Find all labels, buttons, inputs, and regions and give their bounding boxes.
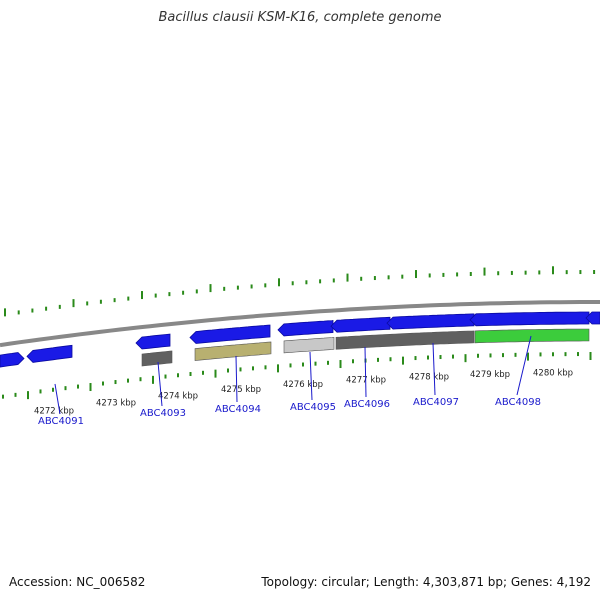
gene-box[interactable] [335, 330, 475, 350]
gene-label[interactable]: ABC4097 [413, 397, 459, 408]
gene-box[interactable] [141, 350, 173, 367]
gene-leader-line [432, 342, 436, 396]
cds-arrow[interactable] [135, 333, 171, 350]
gene-leader-line [235, 355, 238, 403]
kbp-label: 4272 kbp [34, 406, 74, 416]
gene-box[interactable] [474, 328, 590, 344]
gene-label[interactable]: ABC4093 [140, 408, 186, 419]
topology-label: Topology: circular; Length: 4,303,871 bp… [261, 575, 591, 589]
cds-arrow[interactable] [189, 324, 271, 344]
accession-label: Accession: NC_006582 [9, 575, 146, 589]
gene-leader-line [309, 351, 313, 401]
gene-label[interactable]: ABC4091 [38, 416, 84, 427]
kbp-label: 4275 kbp [221, 385, 261, 395]
kbp-label: 4273 kbp [96, 398, 136, 408]
gene-leader-line [364, 346, 367, 398]
gene-leader-line [157, 361, 163, 407]
gene-label[interactable]: ABC4096 [344, 399, 390, 410]
cds-arrow[interactable] [469, 311, 590, 327]
gene-label[interactable]: ABC4094 [215, 404, 261, 415]
genome-backbone [0, 300, 600, 348]
cds-arrow[interactable] [277, 320, 334, 337]
gene-leader-line [54, 383, 61, 415]
gene-label[interactable]: ABC4098 [495, 397, 541, 408]
kbp-label: 4278 kbp [409, 372, 449, 382]
gene-leader-line [516, 335, 532, 396]
kbp-label: 4276 kbp [283, 380, 323, 390]
cds-arrow[interactable] [330, 316, 391, 333]
map-title: Bacillus clausii KSM-K16, complete genom… [158, 10, 442, 25]
cds-arrow[interactable] [386, 313, 475, 330]
kbp-label: 4274 kbp [158, 391, 198, 401]
cds-arrow[interactable] [26, 344, 73, 363]
kbp-label: 4280 kbp [533, 369, 573, 379]
gene-box[interactable] [194, 341, 272, 361]
cds-arrow[interactable] [585, 311, 600, 325]
gene-box[interactable] [283, 337, 335, 354]
cds-arrow[interactable] [0, 352, 25, 368]
kbp-label: 4279 kbp [470, 370, 510, 380]
gene-label[interactable]: ABC4095 [290, 402, 336, 413]
